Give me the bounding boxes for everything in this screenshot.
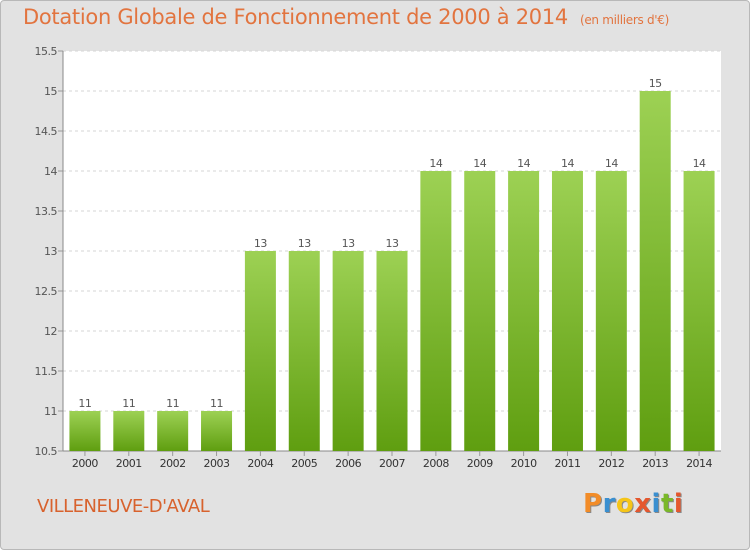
x-tick-label-2006: 2006 — [335, 457, 361, 470]
bar-2002 — [157, 411, 189, 451]
logo-letter: o — [615, 489, 635, 519]
data-label-2006: 13 — [342, 237, 355, 250]
x-tick-label-2000: 2000 — [72, 457, 98, 470]
y-tick-label: 12.5 — [35, 285, 58, 298]
x-tick-label-2011: 2011 — [554, 457, 580, 470]
data-label-2004: 13 — [254, 237, 267, 250]
data-label-2008: 14 — [429, 157, 442, 170]
bar-2004 — [244, 251, 276, 451]
bar-2012 — [595, 171, 627, 451]
proxiti-logo: Proxiti — [583, 489, 683, 519]
data-label-2010: 14 — [517, 157, 530, 170]
bar-2009 — [464, 171, 496, 451]
logo-letter: i — [673, 489, 684, 519]
bar-2001 — [113, 411, 145, 451]
y-tick-label: 15.5 — [35, 45, 58, 58]
x-tick-label-2003: 2003 — [204, 457, 230, 470]
chart-subtitle: (en milliers d'€) — [579, 13, 669, 27]
y-tick-label: 11 — [44, 405, 57, 418]
bar-2008 — [420, 171, 452, 451]
data-label-2013: 15 — [649, 77, 662, 90]
x-tick-label-2005: 2005 — [291, 457, 317, 470]
data-label-2005: 13 — [298, 237, 311, 250]
x-tick-label-2008: 2008 — [423, 457, 449, 470]
data-label-2003: 11 — [210, 397, 223, 410]
x-tick-label-2013: 2013 — [642, 457, 668, 470]
bar-2007 — [376, 251, 408, 451]
y-tick-label: 10.5 — [35, 445, 58, 458]
y-tick-label: 13.5 — [35, 205, 58, 218]
chart-title-text: Dotation Globale de Fonctionnement de 20… — [23, 5, 568, 29]
data-label-2012: 14 — [605, 157, 618, 170]
x-tick-label-2010: 2010 — [511, 457, 537, 470]
bar-2000 — [69, 411, 101, 451]
bar-2006 — [332, 251, 364, 451]
x-tick-label-2009: 2009 — [467, 457, 493, 470]
bar-2003 — [201, 411, 233, 451]
bar-2014 — [683, 171, 715, 451]
bar-2011 — [551, 171, 583, 451]
logo-letter: r — [602, 489, 616, 519]
data-label-2001: 11 — [122, 397, 135, 410]
x-tick-label-2004: 2004 — [247, 457, 273, 470]
y-tick-label: 14 — [44, 165, 57, 178]
x-tick-label-2001: 2001 — [116, 457, 142, 470]
x-tick-label-2012: 2012 — [598, 457, 624, 470]
bar-2013 — [639, 91, 671, 451]
x-tick-label-2002: 2002 — [160, 457, 186, 470]
data-label-2007: 13 — [386, 237, 399, 250]
x-tick-label-2007: 2007 — [379, 457, 405, 470]
y-tick-label: 13 — [44, 245, 57, 258]
data-label-2011: 14 — [561, 157, 574, 170]
y-tick-label: 12 — [44, 325, 57, 338]
x-tick-label-2014: 2014 — [686, 457, 712, 470]
logo-letter: i — [651, 489, 661, 519]
bar-2010 — [508, 171, 540, 451]
chart-title: Dotation Globale de Fonctionnement de 20… — [23, 5, 669, 29]
data-label-2002: 11 — [166, 397, 179, 410]
logo-letter: P — [583, 489, 603, 519]
y-tick-label: 15 — [44, 85, 57, 98]
logo-letter: x — [634, 489, 652, 519]
bar-2005 — [288, 251, 320, 451]
y-tick-label: 14.5 — [35, 125, 58, 138]
commune-name: VILLENEUVE-D'AVAL — [37, 496, 210, 517]
data-label-2014: 14 — [693, 157, 706, 170]
data-label-2009: 14 — [473, 157, 486, 170]
data-label-2000: 11 — [78, 397, 91, 410]
y-tick-label: 11.5 — [35, 365, 58, 378]
logo-letter: t — [660, 489, 674, 519]
